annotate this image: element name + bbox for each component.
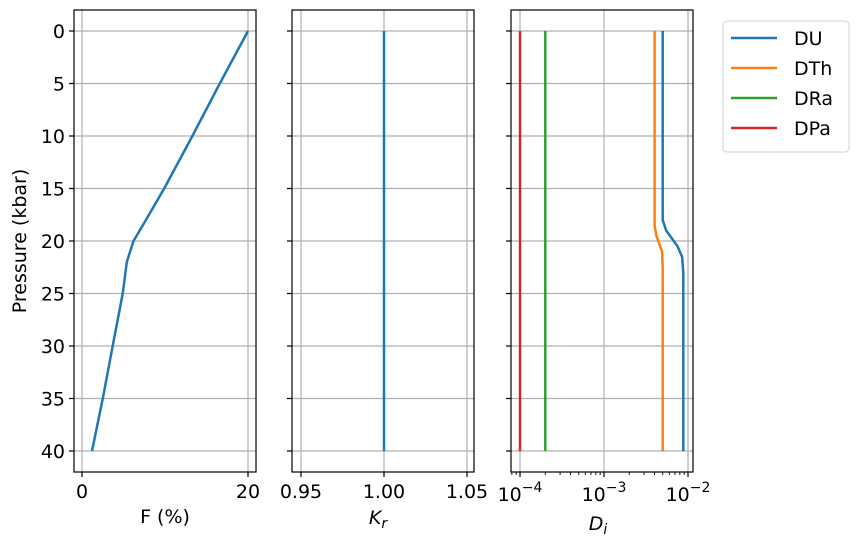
legend-item-dpa: DPa [731, 118, 831, 140]
panel-di: 10−4 10−3 10−2 Di [498, 9, 711, 538]
series-line-dth [653, 31, 664, 451]
legend-item-dra: DRa [731, 88, 833, 110]
x-ticks: 0.95 1.00 1.05 [280, 472, 488, 503]
panel-kr: 0.95 1.00 1.05 Kr [280, 9, 488, 532]
y-tick-label: 30 [41, 336, 65, 358]
x-ticks: 10−4 10−3 10−2 [498, 472, 711, 506]
x-tick-label: 20 [236, 481, 260, 503]
x-tick-label: 0.95 [280, 481, 322, 503]
y-tick-label: 10 [41, 126, 65, 148]
f-series-line [90, 30, 250, 452]
x-axis-label: Di [589, 513, 608, 538]
y-ticks [287, 30, 292, 452]
y-tick-label: 20 [41, 231, 65, 253]
y-tick-label: 35 [41, 389, 65, 411]
legend-label: DPa [794, 118, 831, 140]
panel-f: 0 5 10 15 20 25 30 35 40 0 20 F (%) Pressure (kba… [9, 9, 260, 528]
y-tick-label: 25 [41, 284, 65, 306]
legend-item-du: DU [731, 28, 823, 50]
x-ticks: 0 20 [76, 472, 260, 503]
legend-label: DU [794, 28, 823, 50]
y-axis-label: Pressure (kbar) [9, 169, 31, 314]
di-series-lines [518, 31, 685, 451]
legend-box [722, 20, 850, 153]
x-axis-label: F (%) [140, 506, 190, 528]
x-tick-label: 10−3 [582, 480, 627, 506]
series-line-du [661, 31, 685, 451]
legend-label: DRa [794, 88, 833, 110]
y-tick-label: 0 [53, 21, 65, 43]
y-ticks: 0 5 10 15 20 25 30 35 40 [41, 21, 74, 463]
grid [511, 10, 693, 472]
legend: DU DTh DRa DPa [722, 20, 850, 153]
legend-item-dth: DTh [731, 58, 832, 80]
x-axis-label: Kr [369, 507, 388, 532]
x-tick-label: 1.05 [446, 481, 488, 503]
x-tick-label: 1.00 [363, 481, 405, 503]
grid [74, 10, 256, 472]
y-tick-label: 40 [41, 441, 65, 463]
y-tick-label: 5 [53, 74, 65, 96]
x-tick-label: 0 [76, 481, 88, 503]
legend-label: DTh [794, 58, 832, 80]
y-tick-label: 15 [41, 179, 65, 201]
x-tick-label: 10−2 [666, 480, 711, 506]
x-tick-label: 10−4 [498, 480, 543, 506]
y-ticks [506, 30, 511, 452]
